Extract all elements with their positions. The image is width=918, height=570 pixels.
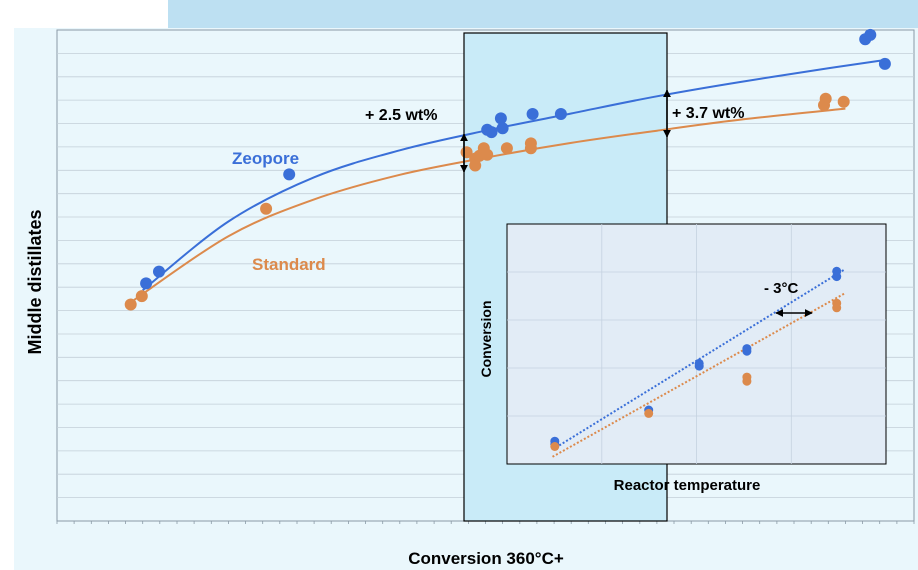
annotation-3-7: + 3.7 wt% <box>672 105 744 122</box>
inset-point-standard <box>742 372 752 382</box>
inset-y-axis-label: Conversion <box>478 300 494 377</box>
main-x-ticks <box>56 521 915 524</box>
data-point-standard <box>524 137 537 150</box>
inset-grid <box>507 224 886 464</box>
inset-trend-zeopore <box>551 268 845 451</box>
data-point-zeopore <box>864 28 877 41</box>
data-point-standard <box>260 202 273 215</box>
main-data-points <box>124 28 891 311</box>
annotation-minus-3c: - 3°C <box>764 280 799 297</box>
data-point-zeopore <box>140 277 153 290</box>
inset-point-standard <box>832 298 842 308</box>
series-label-zeopore: Zeopore <box>232 149 299 168</box>
inset-fit-lines <box>551 268 845 458</box>
data-point-standard <box>469 159 482 172</box>
inset-data-points <box>550 266 842 451</box>
inset-point-standard <box>644 408 654 418</box>
data-point-standard <box>819 92 832 105</box>
x-axis-label: Conversion 360°C+ <box>408 549 564 568</box>
data-point-zeopore <box>494 112 507 125</box>
data-point-zeopore <box>554 108 567 120</box>
data-point-standard <box>135 290 148 303</box>
data-point-standard <box>837 95 850 108</box>
y-axis-label: Middle distillates <box>25 209 45 354</box>
fit-line-zeopore <box>142 58 889 291</box>
series-label-standard: Standard <box>252 255 326 274</box>
data-point-zeopore <box>283 168 296 181</box>
top-banner <box>168 0 918 28</box>
data-point-zeopore <box>485 126 498 139</box>
data-point-zeopore <box>878 57 891 70</box>
data-point-zeopore <box>526 108 539 120</box>
data-point-standard <box>124 298 137 311</box>
data-point-standard <box>481 148 494 161</box>
inset-point-zeopore <box>832 266 842 276</box>
data-point-zeopore <box>153 265 165 278</box>
inset-point-standard <box>550 442 560 451</box>
data-point-zeopore <box>496 122 509 135</box>
inset-point-zeopore <box>742 344 752 354</box>
data-point-standard <box>500 142 513 155</box>
inset-point-zeopore <box>694 358 704 368</box>
inset-x-axis-label: Reactor temperature <box>614 477 761 494</box>
annotation-2-5: + 2.5 wt% <box>365 107 437 124</box>
